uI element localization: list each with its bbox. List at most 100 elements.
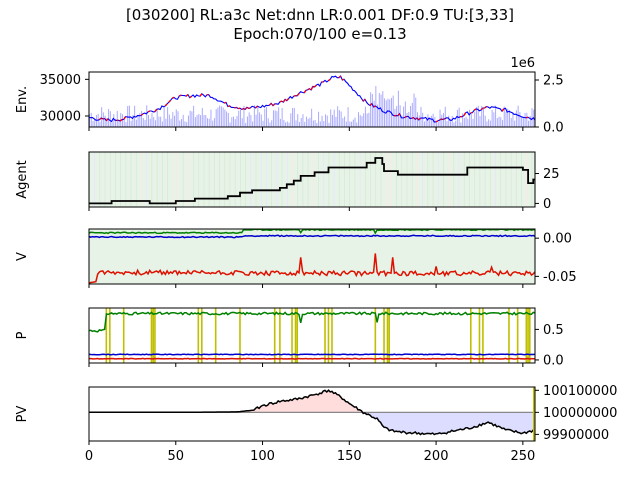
- price-up-segment: [501, 108, 505, 112]
- agent-ytick-0: 0: [543, 197, 551, 212]
- volume-bar: [495, 105, 497, 127]
- agent-action-stripe: [474, 152, 476, 207]
- agent-action-stripe: [416, 152, 418, 207]
- volume-bar: [370, 92, 372, 127]
- agent-action-stripe: [344, 152, 345, 207]
- agent-action-stripe: [250, 152, 252, 207]
- volume-bar: [281, 108, 283, 127]
- volume-bar: [113, 114, 115, 127]
- agent-action-stripe: [161, 152, 163, 207]
- volume-bar: [392, 95, 394, 127]
- volume-bar: [212, 120, 214, 127]
- volume-bar: [484, 115, 486, 127]
- volume-bar: [436, 122, 438, 127]
- volume-bar: [420, 106, 422, 127]
- volume-bar: [184, 121, 186, 127]
- volume-bar: [326, 115, 328, 127]
- volume-bar: [175, 109, 177, 127]
- volume-bar: [479, 116, 481, 127]
- price-up-segment: [189, 95, 192, 99]
- volume-bar: [243, 105, 245, 127]
- volume-bar: [266, 106, 268, 127]
- volume-bar: [168, 114, 170, 127]
- volume-bar: [502, 120, 504, 127]
- price-up-segment: [418, 117, 421, 121]
- price-up-segment: [268, 102, 272, 106]
- value-ylabel: V: [15, 252, 30, 261]
- volume-bar: [274, 110, 276, 127]
- agent-action-stripe: [187, 152, 189, 207]
- volume-bar: [250, 115, 252, 127]
- volume-bar: [482, 108, 484, 127]
- volume-bar: [167, 107, 169, 127]
- volume-bar: [262, 120, 264, 127]
- price-up-segment: [314, 84, 317, 88]
- agent-action-stripe: [271, 152, 273, 207]
- agent-action-stripe: [198, 152, 200, 207]
- volume-bar: [271, 120, 273, 127]
- volume-bar: [514, 120, 516, 127]
- volume-bar: [325, 114, 327, 127]
- agent-action-stripe: [266, 152, 267, 207]
- volume-bar: [189, 110, 191, 127]
- volume-bar: [198, 114, 200, 127]
- volume-bar: [309, 117, 311, 127]
- pv-xtick-200: 200: [424, 449, 449, 464]
- policy-series-2: [88, 357, 535, 360]
- volume-bar: [328, 122, 330, 127]
- agent-action-stripe: [458, 152, 460, 207]
- volume-bar: [174, 115, 176, 127]
- volume-bar: [177, 111, 179, 127]
- volume-bar: [149, 118, 151, 127]
- volume-bar: [333, 109, 335, 127]
- volume-bar: [377, 104, 379, 127]
- volume-bar: [465, 116, 467, 127]
- volume-bar: [413, 93, 415, 127]
- agent-action-stripe: [349, 152, 351, 207]
- volume-bar: [415, 97, 417, 127]
- volume-bar: [94, 118, 96, 127]
- env-ytick-right-2-5: 2.5: [543, 74, 564, 89]
- agent-action-stripe: [521, 152, 522, 207]
- volume-bar: [179, 120, 181, 127]
- agent-action-stripe: [292, 152, 293, 207]
- volume-bar: [406, 112, 408, 127]
- volume-bar: [510, 118, 512, 127]
- agent-action-stripe: [495, 152, 496, 207]
- volume-bar: [503, 106, 505, 127]
- agent-action-stripe: [469, 152, 470, 207]
- volume-bar: [467, 118, 469, 127]
- volume-bar: [318, 111, 320, 127]
- volume-bar: [172, 112, 174, 127]
- value-panel-frame: [88, 228, 536, 285]
- volume-bar: [196, 115, 198, 127]
- agent-action-stripe: [146, 152, 148, 207]
- volume-bar: [260, 114, 262, 127]
- price-up-segment: [310, 86, 314, 91]
- volume-bar: [493, 112, 495, 127]
- volume-bar: [357, 112, 359, 127]
- volume-bar: [371, 94, 373, 127]
- volume-bar: [101, 107, 103, 127]
- agent-action-stripe: [437, 152, 439, 207]
- volume-bar: [456, 109, 458, 127]
- volume-bar: [410, 106, 412, 127]
- volume-bar: [153, 117, 155, 127]
- volume-bar: [92, 120, 94, 127]
- volume-bar: [496, 118, 498, 127]
- volume-bar: [118, 120, 120, 127]
- volume-bar: [337, 106, 339, 127]
- volume-bar: [99, 121, 101, 127]
- price-up-segment: [470, 111, 473, 114]
- agent-action-stripe: [422, 152, 423, 207]
- pv-xtick-0: 0: [85, 449, 93, 464]
- agent-action-stripe: [302, 152, 304, 207]
- volume-bar: [90, 112, 92, 127]
- env-multiplier: 1e6: [510, 56, 535, 71]
- volume-bar: [109, 111, 111, 127]
- volume-bar: [252, 121, 254, 127]
- agent-action-stripe: [167, 152, 168, 207]
- pv-xtick-150: 150: [337, 449, 362, 464]
- env-ytick-right-0: 0.0: [543, 121, 564, 136]
- price-up-segment: [296, 93, 300, 97]
